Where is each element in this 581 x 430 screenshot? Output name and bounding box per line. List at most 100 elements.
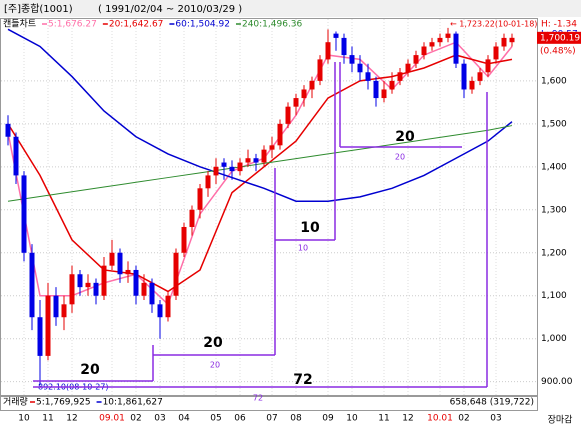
candle-body <box>437 37 443 43</box>
x-tick-label: 03 <box>154 414 165 424</box>
candle-body <box>485 59 491 73</box>
candle-body <box>381 89 387 99</box>
candle-body <box>221 162 227 167</box>
count-label: 20 <box>80 362 100 378</box>
candle-body <box>349 55 355 64</box>
ma-line <box>7 125 513 202</box>
candle-body <box>93 282 99 296</box>
candle-body <box>125 269 131 275</box>
candle-body <box>389 80 395 90</box>
candle-body <box>85 282 91 288</box>
header-bar <box>0 0 581 17</box>
x-tick-label: 05 <box>210 414 221 424</box>
chart-subtitle: ( 1991/02/04 ~ 2010/03/29 ) <box>98 4 242 15</box>
legend-label: 10:1,861,627 <box>103 398 163 408</box>
count-small: 20 <box>210 361 220 370</box>
legend-label: 5:1,676.27 <box>48 20 97 30</box>
x-tick-label: 06 <box>234 414 246 424</box>
candle-body <box>269 145 275 150</box>
legend-label: 240:1,496.36 <box>242 20 303 30</box>
candle-body <box>445 33 451 38</box>
footer: 장마감 <box>548 414 573 426</box>
x-tick-label: 04 <box>178 414 190 424</box>
x-tick-label: 09 <box>322 414 334 424</box>
count-small: 10 <box>298 244 308 253</box>
candle-body <box>237 162 243 172</box>
last-price: 1,700.19 <box>540 33 580 43</box>
change-label: (0.48%) <box>540 46 576 56</box>
candle-body <box>117 252 123 275</box>
candle-body <box>309 80 315 90</box>
candle-body <box>341 37 347 56</box>
x-tick-label: 11 <box>378 414 389 424</box>
candle-body <box>277 123 283 146</box>
x-tick-label: 12 <box>66 414 77 424</box>
x-tick-label: 11 <box>42 414 53 424</box>
candle-body <box>333 33 339 38</box>
candle-body <box>141 282 147 296</box>
candle-body <box>469 80 475 90</box>
candle-body <box>373 80 379 99</box>
candle-body <box>357 63 363 73</box>
candle-body <box>421 46 427 56</box>
candle-body <box>397 72 403 81</box>
candle-body <box>149 282 155 305</box>
candle-body <box>285 106 291 124</box>
volume-text: 658,648 (319,722) <box>450 398 534 408</box>
chart-title: [주]종합(1001) <box>4 3 73 15</box>
x-tick-label: 03 <box>490 414 501 424</box>
ma-line <box>7 54 513 293</box>
legend-label: 20:1,642.67 <box>109 20 164 30</box>
y-tick-label: 1,200 <box>541 248 567 258</box>
last-price-box <box>537 31 581 44</box>
candle-body <box>261 149 267 163</box>
legend-label: 60:1,504.92 <box>175 20 230 30</box>
candle-body <box>173 252 179 296</box>
count-small: 72 <box>253 394 263 403</box>
candle-body <box>45 295 51 356</box>
y-tick-label: 1,100 <box>541 291 567 301</box>
candle-body <box>61 304 67 318</box>
volume-label: 거래량 <box>3 396 28 408</box>
plot-frame <box>0 18 538 396</box>
candle-body <box>501 37 507 47</box>
x-tick-label: 07 <box>266 414 277 424</box>
candle-body <box>509 37 515 43</box>
candle-body <box>229 166 235 172</box>
y-tick-label: 1,400 <box>541 162 567 172</box>
chart-label: 캔들차트 <box>3 18 36 30</box>
candle-body <box>453 33 459 64</box>
volume-frame <box>0 396 538 411</box>
candle-body <box>181 226 187 253</box>
candle-body <box>53 295 59 318</box>
x-tick-label: 10.01 <box>427 414 453 424</box>
x-tick-label: 02 <box>130 414 141 424</box>
candle-body <box>213 166 219 176</box>
candle-body <box>165 295 171 318</box>
candle-body <box>365 72 371 81</box>
candle-body <box>69 274 75 305</box>
count-small: 20 <box>395 153 405 162</box>
x-tick-label: 10 <box>346 414 358 424</box>
ma-line <box>7 28 513 202</box>
y-tick-label: 1,300 <box>541 205 567 215</box>
y-tick-label: 1,000 <box>541 334 567 344</box>
x-tick-label: 10 <box>18 414 30 424</box>
count-label: 20 <box>203 335 223 351</box>
candle-body <box>413 55 419 64</box>
y-tick-label: 1,600 <box>541 76 567 86</box>
candle-body <box>253 158 259 163</box>
candle-body <box>205 175 211 189</box>
candle-body <box>13 136 19 176</box>
candle-body <box>109 252 115 266</box>
x-tick-label: 12 <box>402 414 413 424</box>
candle-body <box>101 265 107 296</box>
candle-body <box>317 59 323 81</box>
candle-body <box>405 63 411 73</box>
corner-text: H: -1.34 <box>541 20 577 30</box>
candle-body <box>37 317 43 356</box>
candle-body <box>293 98 299 107</box>
candle-body <box>325 42 331 60</box>
legend-label: 5:1,769,925 <box>36 398 91 408</box>
